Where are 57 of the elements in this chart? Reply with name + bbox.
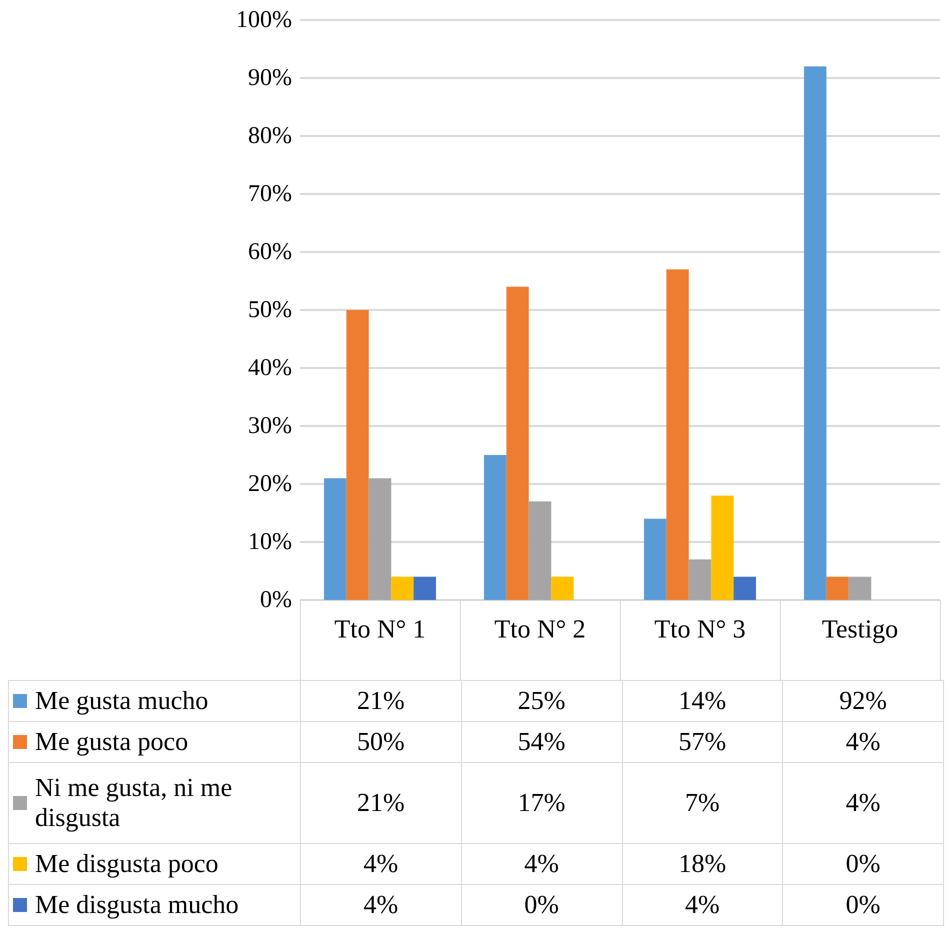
bar: [324, 478, 346, 600]
y-tick-label: 90%: [248, 65, 292, 91]
bar: [414, 576, 436, 600]
y-tick-label: 20%: [248, 471, 292, 497]
y-tick-label: 10%: [248, 529, 292, 555]
bar: [506, 286, 529, 600]
bar: [666, 269, 689, 600]
data-label: 25%: [461, 680, 622, 722]
y-tick-label: 30%: [248, 413, 292, 439]
data-label: 18%: [622, 844, 783, 884]
data-label: 21%: [300, 762, 462, 844]
bar: [826, 576, 849, 600]
data-label: 17%: [461, 762, 622, 844]
data-label: 0%: [782, 844, 944, 884]
bar: [368, 478, 392, 600]
data-label: 54%: [461, 722, 622, 762]
data-label: 4%: [300, 884, 462, 926]
bar: [484, 455, 506, 600]
data-label: 21%: [300, 680, 462, 722]
bar: [528, 501, 552, 600]
bar: [804, 66, 826, 600]
bar: [391, 576, 414, 600]
x-tick-label: Tto N° 3: [654, 614, 746, 644]
y-tick-label: 70%: [248, 181, 292, 207]
x-tick-label: Tto N° 1: [334, 614, 426, 644]
data-label: 4%: [461, 844, 622, 884]
legend-label: Me disgusta poco: [35, 849, 218, 879]
y-tick-label: 80%: [248, 123, 292, 149]
y-tick-label: 40%: [248, 355, 292, 381]
bar: [711, 496, 734, 600]
legend-label: Me gusta poco: [35, 727, 188, 757]
y-tick-label: 50%: [248, 297, 292, 323]
legend-label: Me disgusta mucho: [35, 890, 239, 920]
legend-label: Me gusta mucho: [35, 686, 208, 716]
data-label: 57%: [622, 722, 783, 762]
data-label: 0%: [782, 884, 944, 926]
x-tick-label: Tto N° 2: [494, 614, 586, 644]
data-label: 14%: [622, 680, 783, 722]
data-label: 7%: [622, 762, 783, 844]
data-label: 4%: [300, 844, 462, 884]
data-label: 4%: [782, 722, 944, 762]
data-label: 4%: [622, 884, 783, 926]
y-tick-label: 0%: [260, 587, 292, 613]
data-label: 4%: [782, 762, 944, 844]
bar: [346, 310, 369, 600]
data-label: 0%: [461, 884, 622, 926]
data-label: 92%: [782, 680, 944, 722]
bar: [734, 576, 756, 600]
y-tick-label: 100%: [236, 7, 292, 33]
bar: [551, 576, 574, 600]
x-tick-label: Testigo: [822, 614, 898, 644]
bar: [848, 576, 872, 600]
y-tick-label: 60%: [248, 239, 292, 265]
data-label: 50%: [300, 722, 462, 762]
legend-label: Ni me gusta, ni me disgusta: [35, 773, 234, 833]
bar: [644, 518, 666, 600]
bar: [688, 559, 712, 600]
